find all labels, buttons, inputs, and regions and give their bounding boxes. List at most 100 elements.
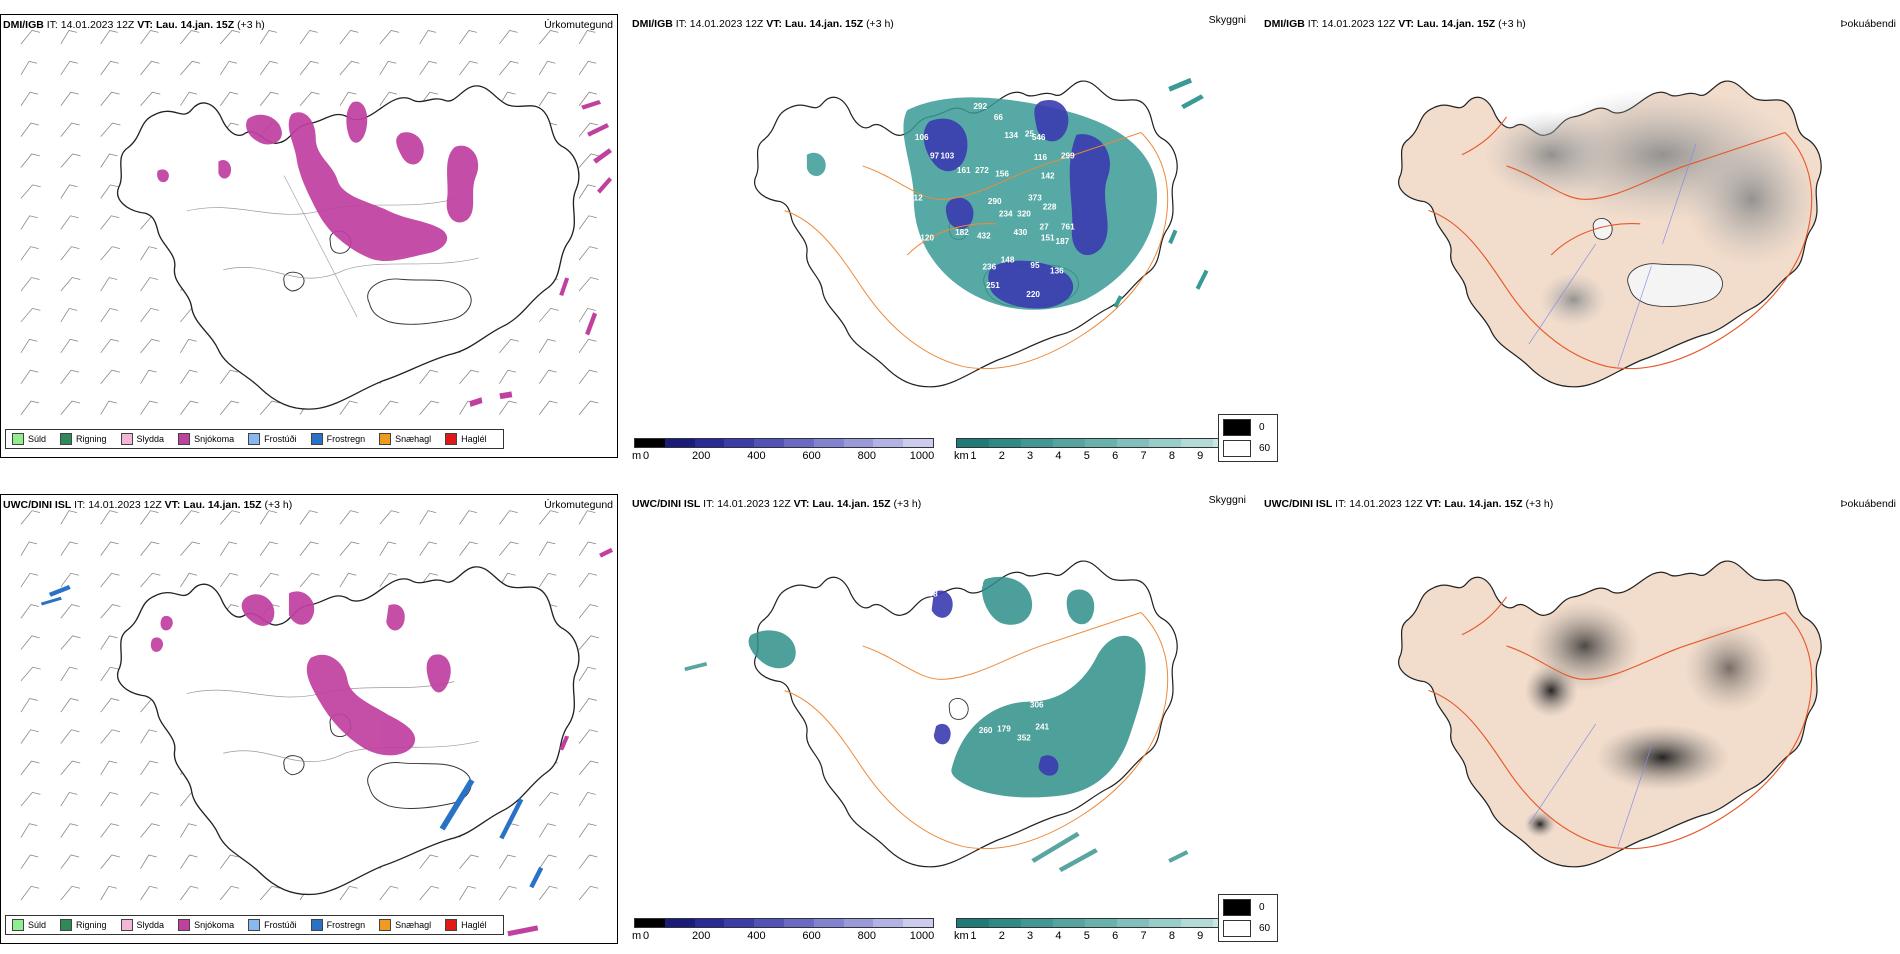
legend-item: Slydda (120, 919, 165, 931)
wind-barb (538, 541, 556, 556)
visibility-label: 761 (1061, 222, 1075, 231)
colorbar-segment (1053, 439, 1085, 447)
visibility-label: 236 (982, 263, 996, 272)
colorbar-segment (724, 439, 755, 447)
wind-barb (339, 30, 359, 45)
colorbar-segment (873, 919, 904, 927)
wind-barb (538, 885, 558, 901)
vt-value: Lau. 14.jan. 15Z (1444, 498, 1523, 510)
fog-roads (1428, 596, 1813, 850)
visibility-label: 228 (1043, 202, 1057, 211)
wind-barb (100, 153, 118, 168)
lead-time: (+3 h) (264, 499, 293, 511)
legend-label: Frostúði (264, 434, 297, 444)
colorbar-segment (754, 439, 784, 447)
precip-legend: Súld Rigning Slydda Snjókoma Frostúði Frostre… (5, 429, 504, 449)
panel-fog-row1: DMI/IGB IT: 14.01.2023 12Z VT: Lau. 14.j… (1218, 14, 1900, 474)
visibility-label: 120 (920, 233, 934, 242)
colorbar-segment (783, 439, 814, 447)
wind-barb (578, 635, 599, 650)
wind-barb (20, 400, 40, 415)
wind-barb (379, 541, 397, 556)
wind-barb (20, 307, 41, 323)
legend-label: Frostregn (326, 434, 366, 444)
visibility-blue (931, 590, 1059, 776)
wind-barb (419, 885, 440, 901)
vt-label: VT: (793, 498, 810, 510)
it-label: IT: (46, 19, 58, 31)
precip-map (20, 29, 613, 415)
wind-barb (379, 510, 400, 525)
legend-swatch (248, 433, 261, 445)
wind-barb (100, 60, 119, 76)
colorbar-tick: 2 (998, 930, 1005, 942)
wind-barb (299, 510, 318, 525)
colorbar-tick: 9 (1197, 450, 1204, 462)
colorbar-segment (957, 919, 989, 927)
wind-barb (140, 338, 160, 354)
visibility-label: 373 (1028, 193, 1042, 202)
wind-barb (20, 215, 38, 230)
visibility-label: 187 (1056, 237, 1070, 246)
fog-rivers (1528, 723, 1652, 847)
visibility-label: 220 (1026, 290, 1040, 299)
legend-label: Slydda (136, 920, 165, 930)
variable-label: Þokuábendi (1840, 18, 1896, 30)
visibility-label: 103 (940, 151, 954, 160)
wind-barb (180, 338, 197, 354)
height-colorbar: 0 200 400 600 800 1000 m (632, 918, 934, 948)
wind-barb (100, 666, 119, 682)
wind-barb (499, 885, 517, 901)
wind-barb (100, 184, 119, 199)
colorbar-tick: 8 (1168, 930, 1175, 942)
wind-barb (60, 572, 79, 588)
colorbar-tick: 9 (1197, 930, 1204, 942)
legend-label: Frostregn (326, 920, 366, 930)
wind-barb (100, 760, 118, 775)
wind-barb (20, 791, 41, 807)
it-value: 14.01.2023 12Z (717, 498, 791, 510)
wind-barb (219, 885, 240, 901)
wind-barb (578, 184, 596, 199)
visibility-label: 25 (1025, 129, 1035, 138)
colorbar-segment (989, 919, 1021, 927)
visibility-label: 192 (866, 708, 880, 717)
wind-barb (299, 572, 320, 588)
wind-barb (140, 760, 158, 776)
wind-barb (459, 369, 480, 384)
visibility-label: 406 (957, 624, 971, 633)
wind-barb (339, 572, 357, 588)
visibility-label: 290 (988, 197, 1002, 206)
vt-label: VT: (137, 19, 154, 31)
colorbar-segment (843, 919, 874, 927)
colorbar-unit: km (954, 450, 969, 462)
legend-label: Rigning (76, 920, 107, 930)
colorbar-unit: km (954, 930, 969, 942)
wind-barb (578, 91, 598, 106)
fog-shading (1484, 87, 1819, 327)
wind-barb (578, 604, 599, 619)
wind-barb (219, 91, 239, 106)
wind-barb (339, 60, 360, 76)
wind-barb (180, 541, 201, 556)
wind-barb (499, 510, 518, 525)
colorbar-segment (694, 439, 725, 447)
colorbar-segment (903, 919, 933, 927)
fog-legend-label: 60 (1259, 922, 1271, 934)
wind-barb (379, 400, 399, 415)
wind-barb (60, 60, 78, 76)
wind-barb (180, 823, 197, 838)
wind-barb (578, 400, 599, 415)
legend-label: Haglél (461, 434, 487, 444)
colorbar-tick: 4 (1055, 930, 1062, 942)
wind-barb (578, 338, 597, 354)
wind-barb (140, 541, 160, 556)
wind-barb (100, 215, 120, 230)
wind-barb (60, 885, 81, 901)
colorbar-tick: 0 (642, 930, 650, 942)
wind-barb (339, 885, 358, 901)
fog-legend-label: 0 (1259, 901, 1265, 913)
colorbar-segment (1117, 439, 1149, 447)
wind-barb (140, 60, 160, 76)
